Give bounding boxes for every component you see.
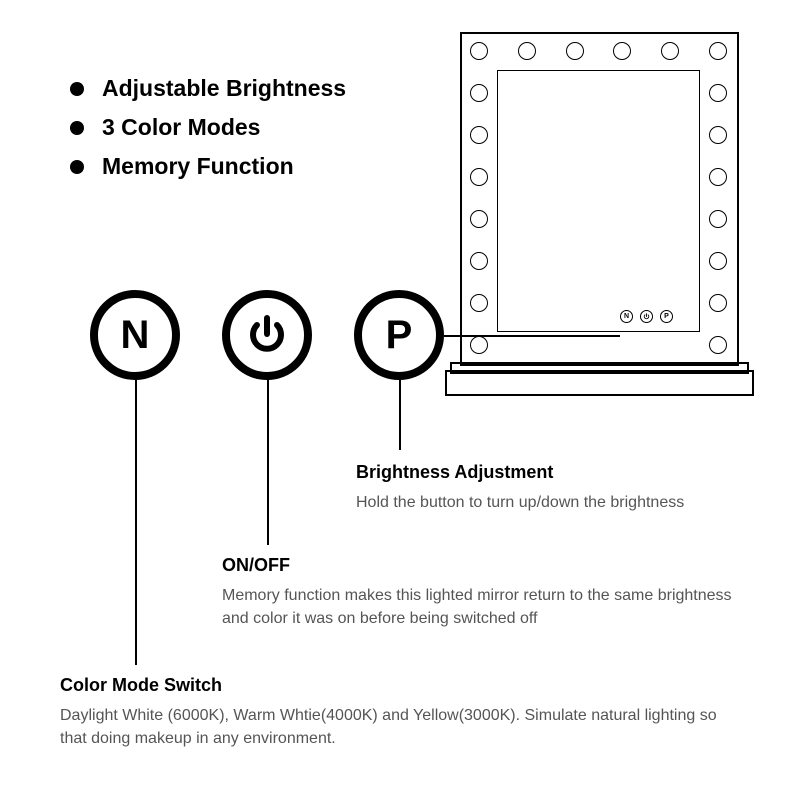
feature-item: 3 Color Modes <box>70 114 346 141</box>
feature-text: Adjustable Brightness <box>102 75 346 102</box>
mini-button: P <box>660 310 673 323</box>
feature-list: Adjustable Brightness 3 Color Modes Memo… <box>70 75 346 192</box>
bulb-icon <box>470 168 488 186</box>
button-letter-n: N <box>121 313 150 358</box>
brightness-button: P <box>354 290 444 380</box>
callout-line <box>444 335 620 337</box>
feature-item: Adjustable Brightness <box>70 75 346 102</box>
color-mode-button: N <box>90 290 180 380</box>
bulb-icon <box>709 294 727 312</box>
bulb-icon <box>709 336 727 354</box>
onoff-callout: ON/OFF Memory function makes this lighte… <box>222 555 752 630</box>
callout-line <box>135 380 137 665</box>
power-button <box>222 290 312 380</box>
power-icon <box>246 314 288 356</box>
bulb-icon <box>470 294 488 312</box>
bulb-icon <box>709 42 727 60</box>
bulb-icon <box>518 42 536 60</box>
mini-button <box>640 310 653 323</box>
callout-title: Brightness Adjustment <box>356 462 746 483</box>
callout-desc: Memory function makes this lighted mirro… <box>222 584 752 630</box>
bulb-icon <box>709 84 727 102</box>
callout-desc: Hold the button to turn up/down the brig… <box>356 491 746 514</box>
mirror-base <box>445 370 754 396</box>
bulb-icon <box>709 168 727 186</box>
button-letter-p: P <box>386 313 413 358</box>
feature-item: Memory Function <box>70 153 346 180</box>
bulb-icon <box>470 210 488 228</box>
feature-text: 3 Color Modes <box>102 114 260 141</box>
mini-button: N <box>620 310 633 323</box>
callout-desc: Daylight White (6000K), Warm Whtie(4000K… <box>60 704 740 750</box>
bulb-icon <box>709 126 727 144</box>
callout-line <box>267 380 269 545</box>
callout-title: Color Mode Switch <box>60 675 740 696</box>
bullet-icon <box>70 160 84 174</box>
callout-line <box>399 380 401 450</box>
bulb-icon <box>566 42 584 60</box>
bulb-icon <box>709 210 727 228</box>
bulb-icon <box>709 252 727 270</box>
bulb-icon <box>470 336 488 354</box>
bullet-icon <box>70 82 84 96</box>
callout-title: ON/OFF <box>222 555 752 576</box>
bulb-icon <box>470 252 488 270</box>
feature-text: Memory Function <box>102 153 294 180</box>
bulb-icon <box>470 84 488 102</box>
bullet-icon <box>70 121 84 135</box>
bulb-icon <box>470 126 488 144</box>
colormode-callout: Color Mode Switch Daylight White (6000K)… <box>60 675 740 750</box>
brightness-callout: Brightness Adjustment Hold the button to… <box>356 462 746 514</box>
mirror-inner-frame <box>497 70 700 332</box>
bulb-icon <box>470 42 488 60</box>
